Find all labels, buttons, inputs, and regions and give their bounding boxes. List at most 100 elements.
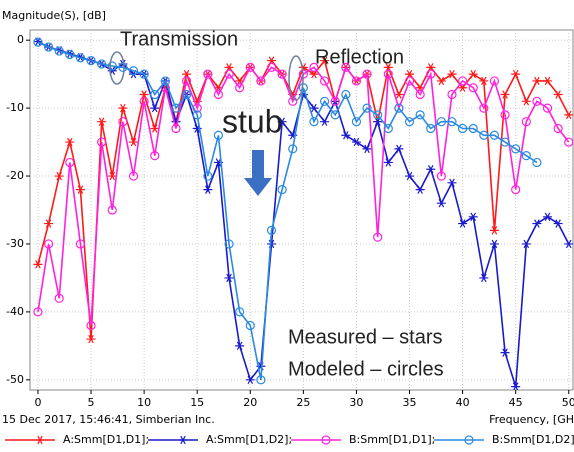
star-marker bbox=[405, 171, 415, 181]
circle-marker bbox=[171, 103, 181, 113]
star-marker bbox=[245, 375, 255, 385]
star-marker bbox=[97, 117, 107, 126]
circle-marker bbox=[235, 83, 245, 93]
star-marker bbox=[298, 90, 308, 99]
y-tick-label: -50 bbox=[6, 373, 24, 386]
circle-marker bbox=[351, 117, 362, 127]
x-tick-label: 15 bbox=[190, 396, 204, 409]
x-tick-label: 35 bbox=[403, 396, 417, 409]
circle-marker bbox=[479, 130, 489, 140]
circle-marker bbox=[86, 320, 96, 331]
circle-marker bbox=[277, 185, 287, 195]
y-tick-label: -40 bbox=[6, 305, 24, 318]
star-marker bbox=[203, 185, 213, 194]
star-marker bbox=[489, 239, 499, 249]
star-marker bbox=[288, 90, 298, 99]
footer: 15 Dec 2017, 15:46:41, Simberian Inc. bbox=[2, 413, 215, 426]
circle-marker bbox=[33, 307, 43, 317]
circle-marker bbox=[321, 435, 331, 445]
circle-marker bbox=[54, 46, 64, 56]
circle-marker bbox=[532, 157, 542, 168]
star-marker bbox=[394, 144, 404, 154]
transmission-ellipse bbox=[109, 51, 125, 85]
circle-marker bbox=[224, 69, 234, 79]
star-marker bbox=[309, 103, 319, 113]
star-marker bbox=[543, 76, 553, 86]
star-marker bbox=[436, 199, 446, 208]
star-marker bbox=[182, 69, 192, 79]
star-marker bbox=[564, 110, 574, 120]
circle-marker bbox=[319, 96, 330, 106]
star-marker bbox=[118, 103, 128, 113]
circle-marker bbox=[160, 83, 170, 93]
star-marker bbox=[65, 137, 75, 147]
star-marker bbox=[468, 69, 478, 79]
star-marker bbox=[468, 212, 478, 221]
star-marker bbox=[447, 178, 457, 188]
star-marker bbox=[383, 158, 393, 167]
circle-marker bbox=[309, 62, 319, 72]
circle-marker bbox=[235, 307, 245, 317]
star-marker bbox=[86, 334, 96, 344]
star-marker bbox=[235, 341, 245, 351]
circle-marker bbox=[500, 137, 510, 147]
circle-marker bbox=[192, 110, 202, 120]
star-marker bbox=[362, 144, 372, 154]
star-marker bbox=[489, 226, 499, 235]
star-marker bbox=[139, 90, 149, 99]
circle-marker bbox=[489, 130, 500, 140]
circle-marker bbox=[128, 171, 139, 181]
star-marker bbox=[415, 185, 425, 194]
star-marker bbox=[107, 171, 117, 181]
circle-marker bbox=[542, 103, 553, 113]
x-tick-label: 45 bbox=[509, 396, 523, 409]
circle-marker bbox=[426, 123, 436, 134]
star-marker bbox=[277, 117, 287, 126]
star-marker bbox=[532, 76, 542, 86]
star-marker bbox=[107, 66, 117, 75]
circle-marker bbox=[75, 53, 86, 63]
circle-marker bbox=[511, 144, 521, 154]
reflection-ellipse bbox=[288, 55, 304, 101]
circle-marker bbox=[171, 123, 181, 134]
y-tick-label: -20 bbox=[6, 169, 24, 182]
circle-marker bbox=[394, 103, 404, 113]
circle-marker bbox=[107, 205, 117, 215]
star-marker bbox=[224, 63, 234, 72]
circle-marker bbox=[309, 117, 319, 127]
series-line bbox=[37, 41, 538, 380]
star-marker bbox=[192, 97, 202, 106]
star-marker bbox=[150, 124, 160, 133]
star-marker bbox=[298, 63, 308, 72]
star-marker bbox=[405, 69, 415, 79]
star-marker bbox=[521, 239, 531, 249]
circle-marker bbox=[447, 117, 457, 127]
circle-marker bbox=[447, 89, 457, 100]
circle-marker bbox=[362, 69, 372, 79]
annotation: stub bbox=[222, 103, 282, 139]
legend-label: B:Smm[D1,D1]; bbox=[349, 433, 435, 446]
y-tick-label: -10 bbox=[6, 101, 24, 114]
star-marker bbox=[178, 435, 188, 445]
circle-marker bbox=[118, 117, 128, 127]
circle-marker bbox=[97, 59, 107, 69]
annotation: Transmission bbox=[120, 28, 238, 50]
star-marker bbox=[129, 69, 139, 79]
circle-marker bbox=[213, 130, 224, 140]
circle-marker bbox=[181, 76, 192, 86]
y-axis-label: Magnitude(S), [dB] bbox=[2, 9, 106, 22]
circle-marker bbox=[181, 89, 192, 100]
circle-marker bbox=[383, 69, 393, 79]
circle-marker bbox=[245, 62, 255, 72]
star-marker bbox=[118, 59, 128, 69]
star-marker bbox=[192, 124, 202, 133]
star-marker bbox=[288, 131, 298, 140]
star-marker bbox=[383, 63, 393, 72]
star-marker bbox=[415, 83, 425, 92]
circle-marker bbox=[468, 83, 478, 93]
annotation: Reflection bbox=[315, 46, 404, 68]
circle-marker bbox=[415, 110, 425, 120]
circle-marker bbox=[150, 151, 160, 161]
x-tick-label: 10 bbox=[137, 396, 151, 409]
